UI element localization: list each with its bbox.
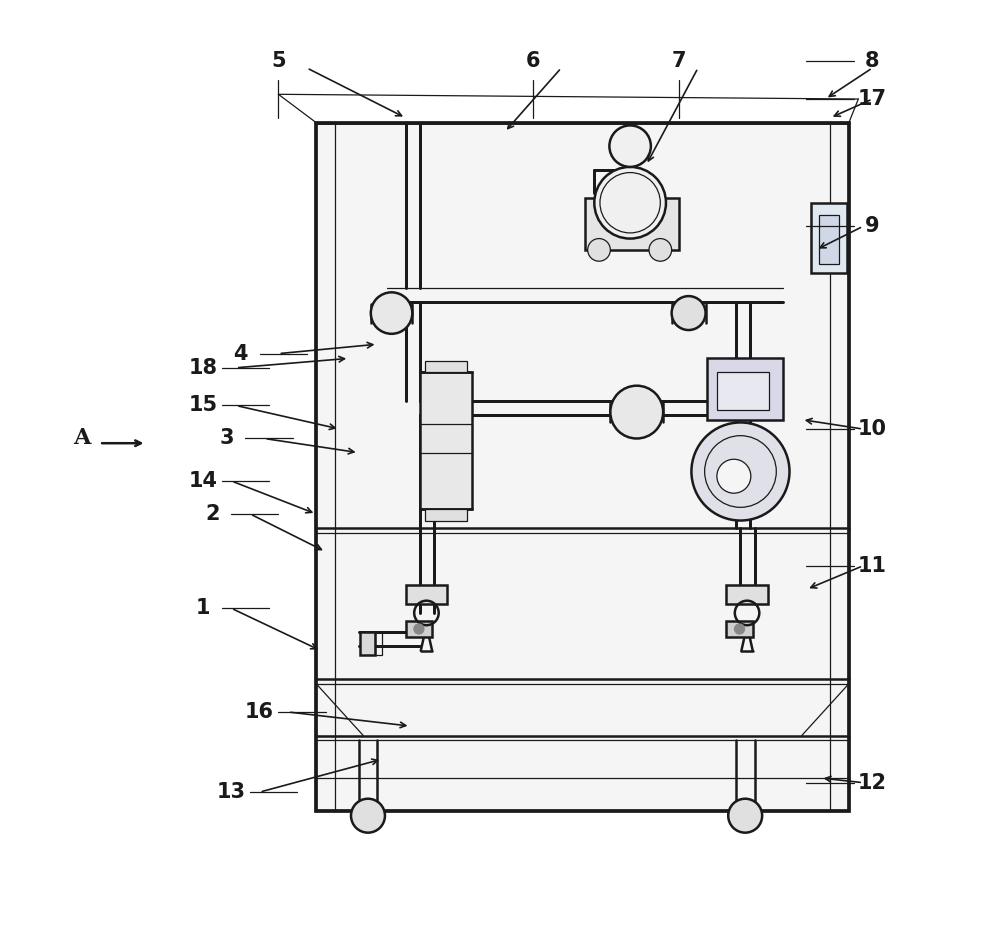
Circle shape [717,459,751,493]
Bar [406,621,432,637]
Text: 9: 9 [865,216,880,237]
Text: 5: 5 [271,51,286,72]
Circle shape [649,239,672,261]
Text: A: A [74,427,91,450]
Circle shape [594,167,666,239]
Bar [360,632,375,655]
Text: 15: 15 [188,395,218,416]
Text: 4: 4 [233,343,248,364]
Bar [717,372,769,410]
Circle shape [588,239,610,261]
Bar [726,621,753,637]
Text: 12: 12 [858,772,887,793]
Bar [425,509,467,521]
Text: 8: 8 [865,51,880,72]
Text: 2: 2 [205,504,220,524]
Text: 3: 3 [219,428,234,449]
Circle shape [351,799,385,833]
Text: 1: 1 [196,598,210,619]
Bar [316,123,849,811]
Text: 18: 18 [188,357,217,378]
Text: 14: 14 [188,471,217,491]
Text: 10: 10 [858,419,887,439]
Circle shape [728,799,762,833]
Circle shape [691,422,790,521]
Bar [425,361,467,372]
Text: 17: 17 [858,89,887,109]
Text: 13: 13 [217,782,246,802]
Circle shape [610,386,663,438]
Text: 7: 7 [672,51,686,72]
Bar [585,198,679,250]
Bar [726,585,768,604]
Circle shape [609,125,651,167]
Circle shape [734,623,745,635]
Bar [420,372,472,509]
Circle shape [413,623,425,635]
Circle shape [672,296,706,330]
Circle shape [371,292,412,334]
Bar [819,215,839,264]
Text: 16: 16 [245,702,274,722]
Bar [811,203,847,273]
Text: 11: 11 [858,555,887,576]
Bar [375,632,382,655]
Text: 6: 6 [526,51,540,72]
Bar [707,358,783,420]
Bar [406,585,447,604]
